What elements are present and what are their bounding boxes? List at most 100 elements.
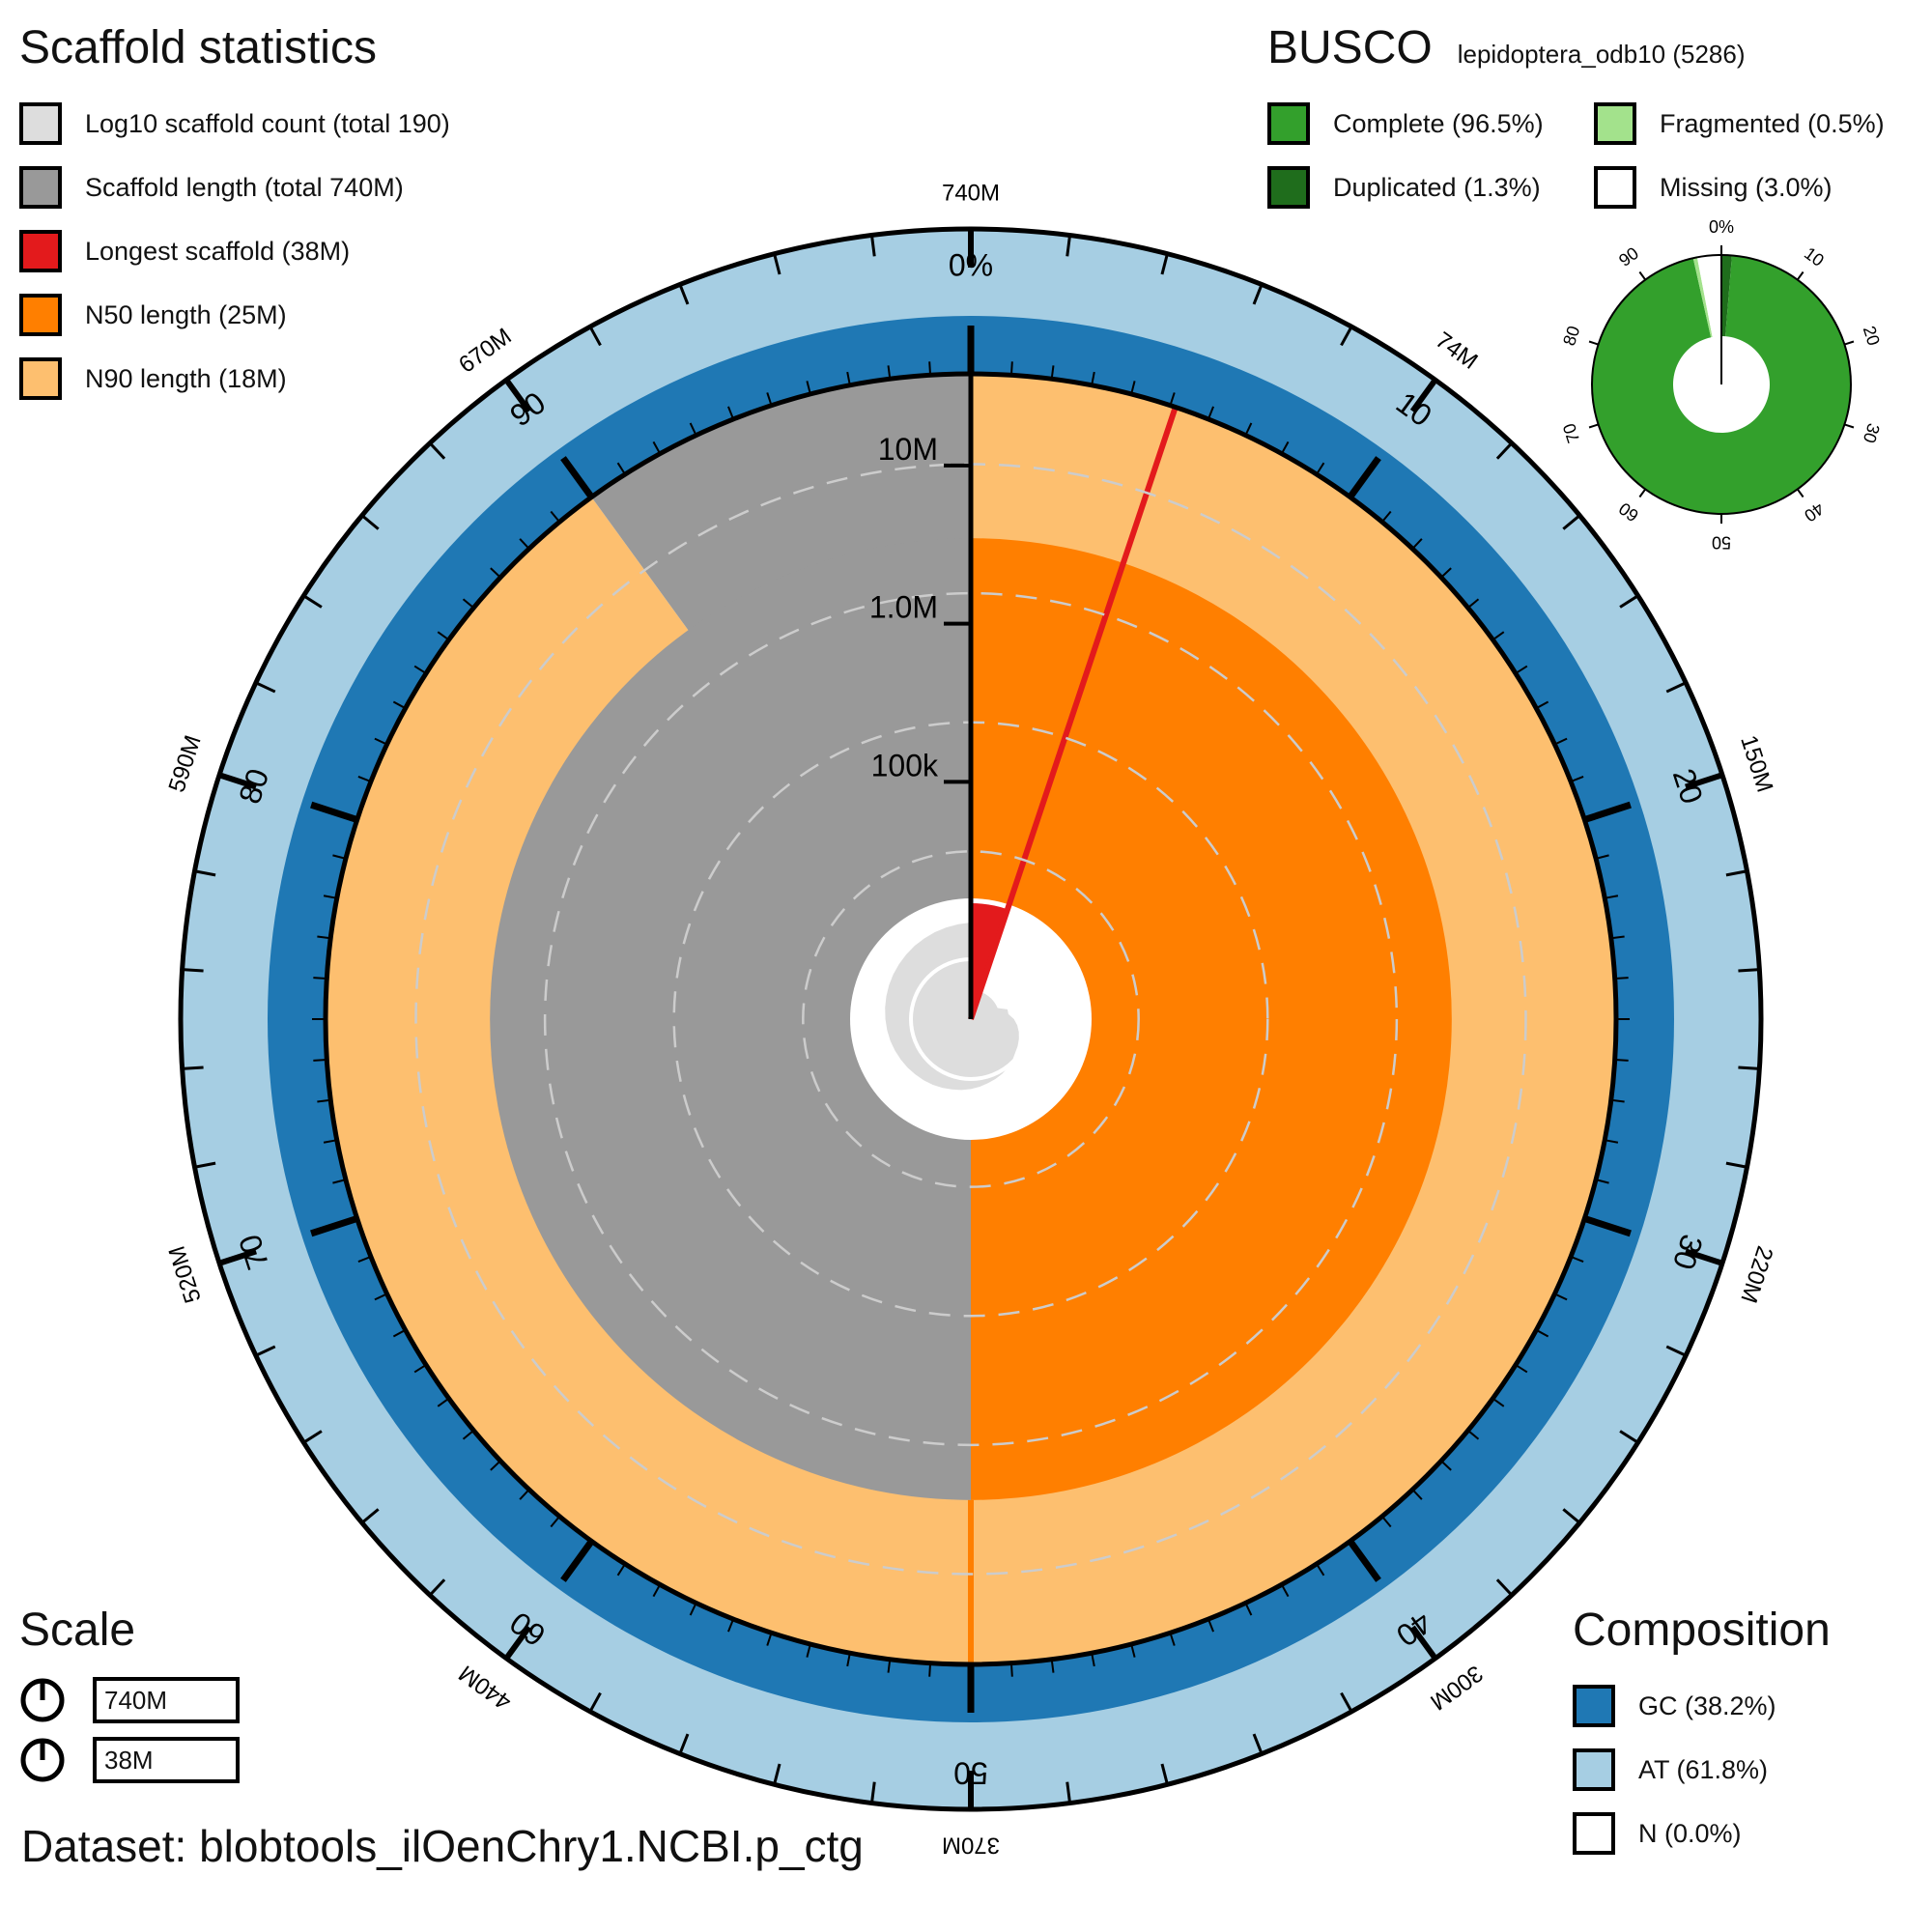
busco-missing-slice: [1696, 255, 1721, 337]
length-tick: [255, 681, 276, 694]
percent-minor-tick: [1467, 598, 1480, 609]
length-tick: [869, 235, 876, 257]
scale-value: 38M: [93, 1737, 240, 1783]
percent-minor-tick: [1050, 365, 1055, 380]
length-tick: [1725, 869, 1747, 877]
percent-minor-tick: [652, 1583, 662, 1598]
scale-item-longest: 38M: [19, 1730, 240, 1790]
busco-tick: [1638, 270, 1647, 281]
legend-label: Fragmented (0.5%): [1660, 108, 1885, 138]
percent-minor-tick: [323, 895, 338, 899]
legend-item-n50: N50 length (25M): [19, 283, 450, 347]
busco-legend-title: BUSCO: [1267, 22, 1433, 73]
legend-label: AT (61.8%): [1638, 1754, 1769, 1784]
busco-tick-label: 30: [1860, 421, 1884, 445]
length-tick: [1665, 681, 1687, 694]
percent-minor-tick: [332, 1179, 347, 1184]
legend-swatch: [1267, 166, 1310, 209]
busco-tick-label: 70: [1559, 421, 1583, 445]
length-tick: [678, 283, 690, 305]
busco-lineage: lepidoptera_odb10 (5286): [1457, 40, 1746, 69]
busco-tick-label: 60: [1615, 498, 1642, 526]
busco-legend: BUSCO lepidoptera_odb10 (5286) Complete …: [1267, 21, 1885, 219]
busco-tick: [1638, 488, 1647, 498]
legend-swatch: [1594, 166, 1636, 209]
length-tick: [1738, 1065, 1760, 1070]
legend-label: Longest scaffold (38M): [85, 236, 351, 266]
clock-icon: [20, 1738, 65, 1782]
length-tick-label: 740M: [942, 180, 1000, 206]
percent-minor-tick: [313, 1058, 327, 1062]
percent-minor-tick: [1381, 1516, 1392, 1528]
legend-item-gc: GC (38.2%): [1573, 1674, 1831, 1738]
busco-tick: [1844, 340, 1855, 346]
percent-minor-tick: [317, 1098, 331, 1103]
length-tick: [182, 1065, 204, 1070]
longest-scaffold-line: [968, 406, 1179, 1020]
percent-minor-tick: [727, 406, 735, 420]
percent-minor-tick: [1130, 1643, 1136, 1658]
legend-item-busco-missing: Missing (3.0%): [1594, 156, 1835, 219]
percent-minor-tick: [374, 1293, 388, 1301]
dataset-label: Dataset: blobtools_ilOenChry1.NCBI.p_ctg: [21, 1821, 864, 1871]
length-tick: [678, 1733, 690, 1755]
percent-minor-tick: [928, 361, 932, 376]
length-tick: [1684, 772, 1723, 790]
percent-tick: [1583, 801, 1632, 823]
radial-tick-label: 10M: [878, 432, 938, 467]
percent-minor-tick: [1515, 1364, 1528, 1374]
length-tick: [1725, 1161, 1747, 1169]
percent-minor-tick: [1570, 1255, 1584, 1263]
percent-minor-tick: [1280, 440, 1290, 455]
busco-duplicated-slice: [1721, 255, 1732, 337]
percent-minor-tick: [1381, 510, 1392, 523]
busco-tick: [1796, 270, 1804, 281]
legend-swatch: [1573, 1812, 1615, 1855]
percent-minor-tick: [689, 1602, 697, 1616]
length-tick-label: 74M: [1431, 327, 1483, 375]
percent-minor-tick: [1492, 631, 1505, 641]
radial-tick-label: 1.0M: [869, 590, 938, 625]
length-tick: [1562, 1508, 1581, 1524]
percent-minor-tick: [392, 1328, 407, 1338]
legend-item-n90: N90 length (18M): [19, 347, 450, 411]
length-tick-label: 520M: [164, 1243, 207, 1306]
percent-minor-tick: [1207, 406, 1214, 420]
length-tick: [1619, 1430, 1639, 1444]
percent-minor-tick: [766, 1632, 773, 1646]
length-tick: [588, 326, 602, 347]
length-tick: [503, 378, 532, 413]
length-tick: [773, 253, 781, 275]
percent-minor-tick: [1091, 1652, 1095, 1667]
percent-minor-tick: [437, 631, 450, 641]
percent-minor-tick: [413, 665, 427, 674]
length-tick: [1562, 514, 1581, 530]
length-tick: [360, 514, 380, 530]
percent-tick: [560, 1539, 595, 1582]
percent-minor-tick: [1316, 1563, 1325, 1577]
length-tick: [182, 968, 204, 973]
length-tick: [503, 1625, 532, 1661]
percent-minor-tick: [1604, 1139, 1619, 1144]
percent-tick: [310, 1215, 358, 1237]
clock-icon: [20, 1678, 65, 1722]
percent-tick: [560, 456, 595, 499]
percent-minor-tick: [1553, 1293, 1568, 1301]
percent-tick: [310, 801, 358, 823]
percent-minor-tick: [1207, 1618, 1214, 1633]
percent-minor-tick: [727, 1618, 735, 1633]
length-tick: [218, 772, 258, 790]
length-tick: [773, 1763, 781, 1785]
length-tick: [1160, 253, 1169, 275]
busco-tick-label: 40: [1801, 498, 1828, 526]
legend-swatch: [1573, 1685, 1615, 1727]
busco-tick: [1796, 488, 1804, 498]
length-tick-label: 370M: [942, 1833, 1000, 1859]
percent-minor-tick: [846, 371, 851, 386]
percent-minor-tick: [1570, 776, 1584, 783]
n50-sector: [971, 538, 1452, 1500]
busco-tick-label: 50: [1712, 532, 1731, 552]
legend-item-at: AT (61.8%): [1573, 1738, 1831, 1802]
legend-item-busco-duplicated: Duplicated (1.3%): [1267, 156, 1594, 219]
